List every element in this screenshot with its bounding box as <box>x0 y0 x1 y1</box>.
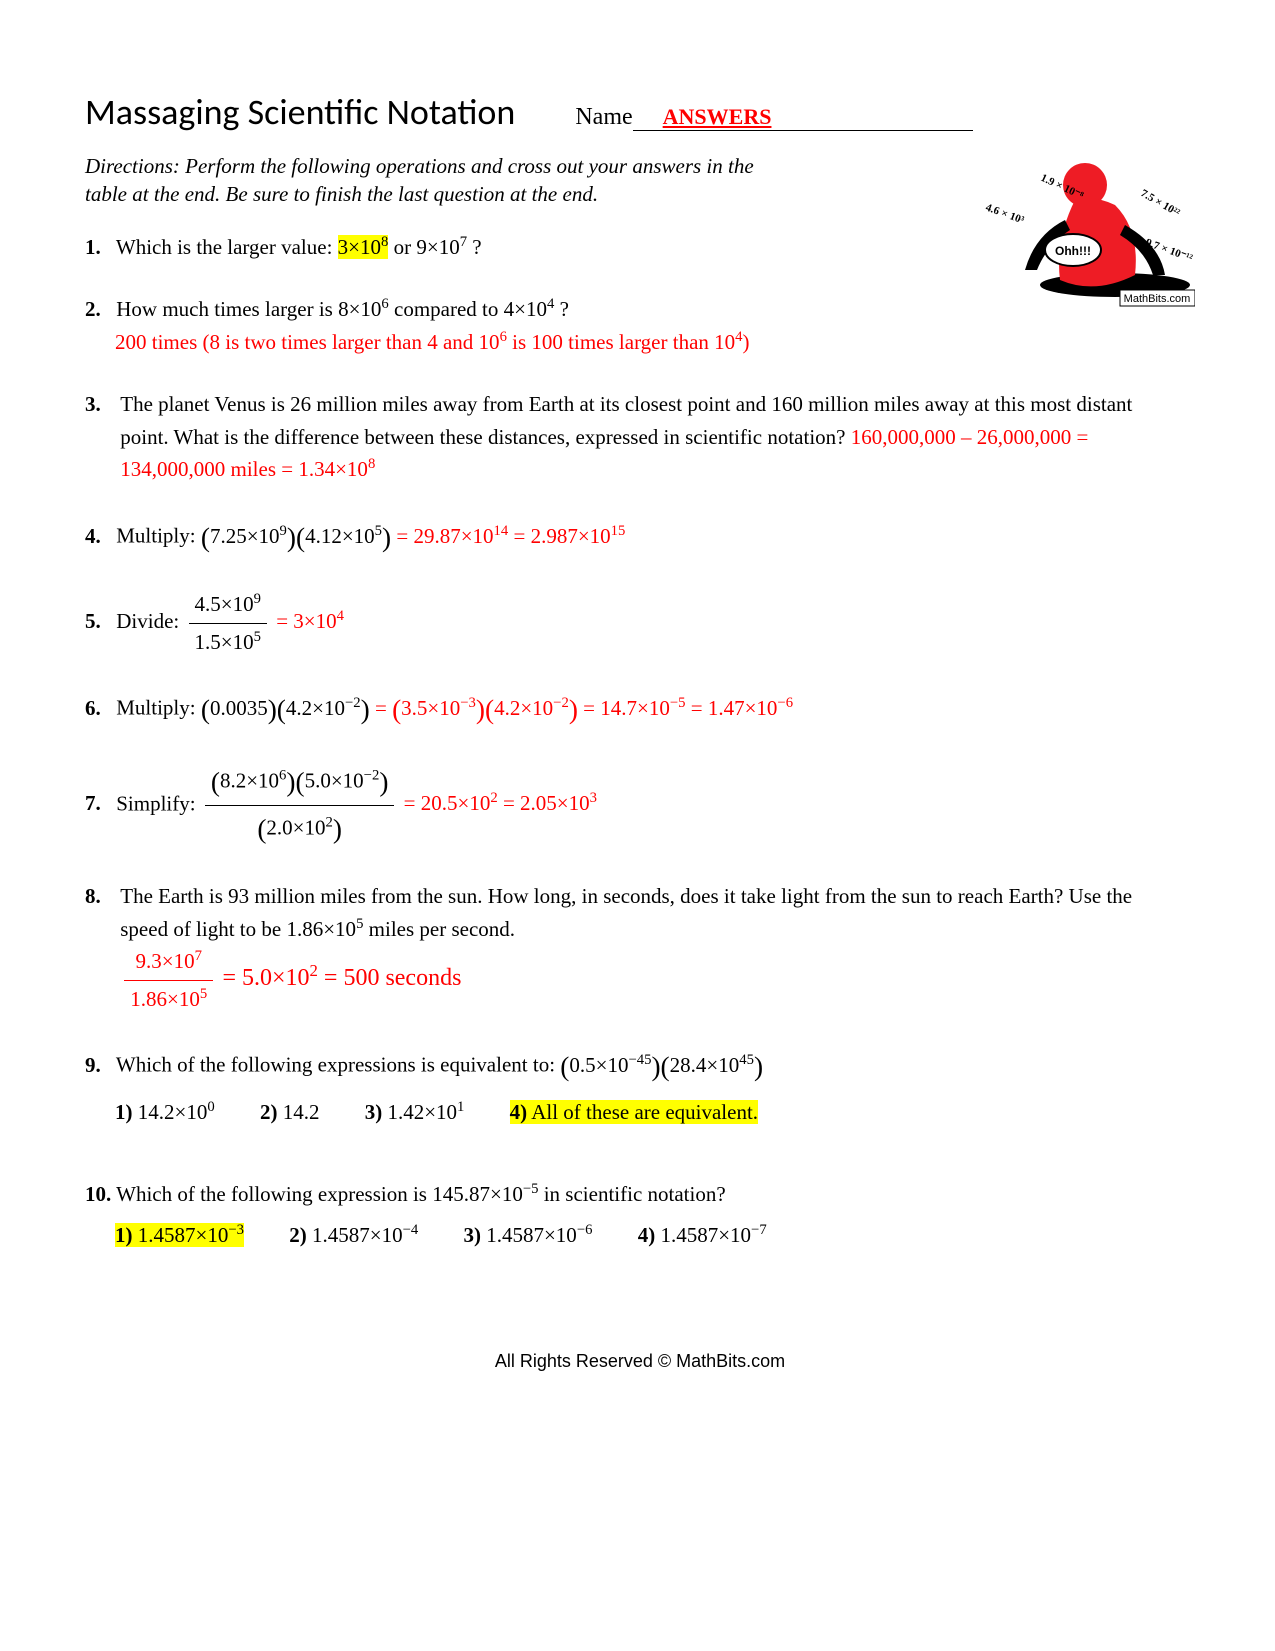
svg-text:7.5 × 10²²: 7.5 × 10²² <box>1139 187 1183 219</box>
problem-text: The Earth is 93 million miles from the s… <box>120 884 1132 941</box>
problem-text: ? <box>472 235 481 259</box>
problem-text: ? <box>560 297 569 321</box>
problem-9: 9. Which of the following expressions is… <box>85 1045 1195 1128</box>
answer-highlight: 3×108 <box>338 235 389 259</box>
problem-number: 3. <box>85 388 111 421</box>
svg-text:4.6 × 10³: 4.6 × 10³ <box>984 202 1026 227</box>
problem-10: 10. Which of the following expression is… <box>85 1178 1195 1251</box>
problem-number: 4. <box>85 520 111 553</box>
problem-text: compared to <box>394 297 504 321</box>
fraction: 4.5×109 1.5×105 <box>189 588 267 658</box>
math-expr: (7.25×109)(4.12×105) <box>201 524 391 548</box>
problem-label: Multiply: <box>116 696 201 720</box>
fraction: (8.2×106)(5.0×10−2) (2.0×102) <box>205 761 395 851</box>
problem-4: 4. Multiply: (7.25×109)(4.12×105) = 29.8… <box>85 516 1195 558</box>
answer-sci: 1.34×108 <box>298 457 375 481</box>
fraction: 9.3×107 1.86×105 <box>124 945 213 1015</box>
option-2: 2) 1.4587×10−4 <box>289 1219 418 1252</box>
page-title: Massaging Scientific Notation <box>85 90 515 134</box>
option-2: 2) 14.2 <box>260 1096 320 1129</box>
denominator: (2.0×102) <box>205 806 395 850</box>
problem-6: 6. Multiply: (0.0035)(4.2×10−2) = (3.5×1… <box>85 688 1195 730</box>
answer-text: 200 times (8 is two times larger than 4 … <box>85 326 1195 359</box>
problem-number: 8. <box>85 880 111 913</box>
problem-number: 6. <box>85 692 111 725</box>
problem-label: Divide: <box>116 609 184 633</box>
problem-7: 7. Simplify: (8.2×106)(5.0×10−2) (2.0×10… <box>85 761 1195 851</box>
answer-text: = (3.5×10−3)(4.2×10−2) = 14.7×10−5 = 1.4… <box>375 696 793 720</box>
name-label: Name <box>575 104 632 131</box>
math-expr: (0.0035)(4.2×10−2) <box>201 696 370 720</box>
footer-text: All Rights Reserved © MathBits.com <box>85 1351 1195 1372</box>
options-row: 1) 1.4587×10−3 2) 1.4587×10−4 3) 1.4587×… <box>85 1219 1195 1252</box>
option-4: 4) 1.4587×10−7 <box>638 1219 767 1252</box>
option-4-answer: 4) All of these are equivalent. <box>510 1096 758 1129</box>
problem-number: 1. <box>85 231 111 264</box>
problem-number: 7. <box>85 787 111 820</box>
options-row: 1) 14.2×100 2) 14.2 3) 1.42×101 4) All o… <box>85 1096 1195 1129</box>
logo-bubble-text: Ohh!!! <box>1055 244 1091 258</box>
problem-8: 8. The Earth is 93 million miles from th… <box>85 880 1195 1015</box>
math-expr: (0.5×10−45)(28.4×1045) <box>560 1053 763 1077</box>
problem-text: in scientific notation? <box>544 1182 726 1206</box>
denominator: 1.86×105 <box>124 981 213 1016</box>
numerator: 4.5×109 <box>189 588 267 624</box>
option-1-answer: 1) 1.4587×10−3 <box>115 1219 244 1252</box>
answer-text: = 3×104 <box>276 609 344 633</box>
problem-label: Multiply: <box>116 524 201 548</box>
answer-text: = 29.87×1014 = 2.987×1015 <box>396 524 625 548</box>
problem-text: Which of the following expression is <box>116 1182 432 1206</box>
problem-number: 10. <box>85 1178 111 1211</box>
numerator: 9.3×107 <box>124 945 213 981</box>
denominator: 1.5×105 <box>189 624 267 659</box>
problem-text: Which of the following expressions is eq… <box>116 1053 560 1077</box>
answer-text: = 20.5×102 = 2.05×103 <box>404 791 597 815</box>
option-3: 3) 1.4587×10−6 <box>463 1219 592 1252</box>
math-expr: 9×107 <box>416 235 467 259</box>
math-expr: 1.86×105 <box>286 917 363 941</box>
option-1: 1) 14.2×100 <box>115 1096 215 1129</box>
logo-brand: MathBits.com <box>1124 293 1191 305</box>
math-expr: 145.87×10−5 <box>432 1182 538 1206</box>
problem-text: or <box>394 235 417 259</box>
problem-5: 5. Divide: 4.5×109 1.5×105 = 3×104 <box>85 588 1195 658</box>
problem-text: How much times larger is <box>116 297 338 321</box>
name-value: ANSWERS <box>663 104 772 129</box>
problem-label: Simplify: <box>116 791 201 815</box>
header-row: Massaging Scientific Notation Name ANSWE… <box>85 90 1195 134</box>
problem-number: 2. <box>85 293 111 326</box>
worksheet-page: Massaging Scientific Notation Name ANSWE… <box>0 0 1275 1412</box>
answer-text: = 5.0×102 = 500 seconds <box>222 965 461 991</box>
problem-number: 5. <box>85 605 111 638</box>
name-line: ANSWERS <box>633 104 973 131</box>
problem-number: 9. <box>85 1049 111 1082</box>
directions-text: Directions: Perform the following operat… <box>85 152 785 209</box>
numerator: (8.2×106)(5.0×10−2) <box>205 761 395 806</box>
mathbits-logo: Ohh!!! 4.6 × 10³ 1.9 × 10⁻⁸ 7.5 × 10²² 9… <box>965 150 1195 310</box>
problem-text: miles per second. <box>369 917 515 941</box>
math-expr: 4×104 <box>504 297 555 321</box>
problem-3: 3. The planet Venus is 26 million miles … <box>85 388 1195 486</box>
math-expr: 8×106 <box>338 297 389 321</box>
option-3: 3) 1.42×101 <box>365 1096 465 1129</box>
problem-text: Which is the larger value: <box>116 235 338 259</box>
